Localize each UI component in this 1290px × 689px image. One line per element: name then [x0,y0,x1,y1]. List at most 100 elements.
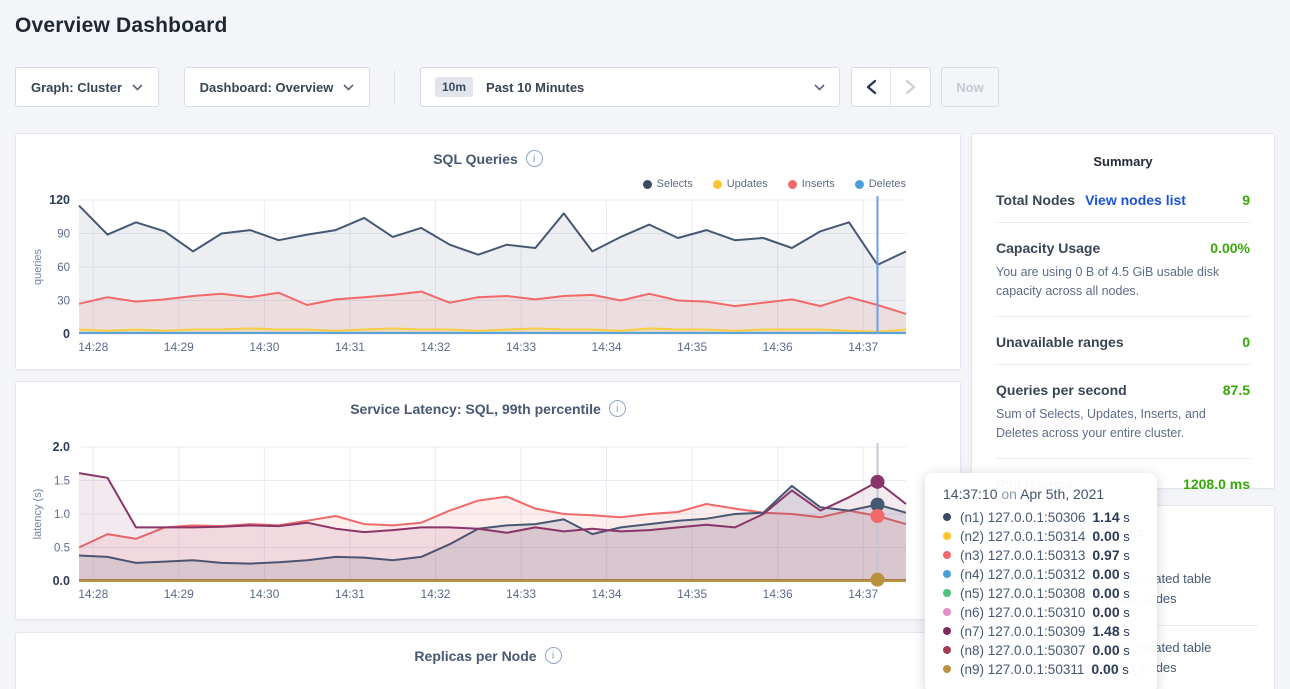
sql-queries-panel: SQL Queries i SelectsUpdatesInsertsDelet… [15,133,961,370]
info-icon[interactable]: i [609,400,626,417]
node-color-dot [943,608,951,616]
svg-text:14:36: 14:36 [763,340,793,353]
svg-text:14:34: 14:34 [592,340,622,353]
node-latency-value: 0.00 s [1092,566,1129,582]
svg-text:14:29: 14:29 [164,340,194,353]
svg-text:14:32: 14:32 [420,340,450,353]
sql-queries-chart[interactable]: 030609012014:2814:2914:3014:3114:3214:33… [16,178,962,353]
svg-text:30: 30 [57,296,70,308]
node-latency-value: 0.97 s [1092,547,1129,563]
tooltip-node-row: (n8) 127.0.0.1:50307 0.00 s [943,642,1141,658]
node-address: (n6) 127.0.0.1:50310 [960,605,1085,620]
node-address: (n8) 127.0.0.1:50307 [960,643,1085,658]
node-color-dot [943,570,951,578]
sql-queries-title: SQL Queries [433,151,518,167]
time-range-dropdown[interactable]: 10m Past 10 Minutes [420,67,840,107]
view-nodes-list-link[interactable]: View nodes list [1085,192,1186,208]
svg-text:14:34: 14:34 [592,587,622,600]
node-address: (n2) 127.0.0.1:50314 [960,529,1085,544]
summary-title: Summary [972,134,1274,169]
page-title: Overview Dashboard [15,14,228,38]
svg-text:14:33: 14:33 [506,340,536,353]
node-latency-value: 0.00 s [1092,585,1129,601]
tooltip-node-row: (n7) 127.0.0.1:50309 1.48 s [943,623,1141,639]
node-latency-value: 0.00 s [1092,528,1129,544]
svg-text:14:28: 14:28 [78,340,108,353]
svg-text:1.5: 1.5 [54,476,70,488]
tooltip-node-row: (n4) 127.0.0.1:50312 0.00 s [943,566,1141,582]
svg-text:14:32: 14:32 [420,587,450,600]
service-latency-title: Service Latency: SQL, 99th percentile [350,401,601,417]
service-latency-panel: Service Latency: SQL, 99th percentile i … [15,381,961,620]
svg-text:14:37: 14:37 [848,340,878,353]
summary-row-total-nodes: Total Nodes View nodes list 9 [996,175,1250,223]
capacity-usage-label: Capacity Usage [996,240,1100,256]
svg-text:90: 90 [57,229,70,241]
node-color-dot [943,532,951,540]
svg-text:14:31: 14:31 [335,340,365,353]
qps-value: 87.5 [1223,382,1250,398]
node-latency-value: 1.48 s [1092,623,1129,639]
info-icon[interactable]: i [526,150,543,167]
svg-text:14:35: 14:35 [677,340,707,353]
p99-latency-value: 1208.0 ms [1183,476,1250,492]
node-latency-value: 1.14 s [1092,509,1129,525]
svg-text:14:30: 14:30 [249,340,279,353]
unavailable-ranges-value: 0 [1242,334,1250,350]
svg-text:14:36: 14:36 [763,587,793,600]
tooltip-node-row: (n9) 127.0.0.1:503110.00 s [943,661,1141,677]
svg-text:0.0: 0.0 [53,574,70,588]
svg-text:1.0: 1.0 [54,509,70,521]
time-range-badge: 10m [435,77,473,97]
chevron-down-icon [132,84,143,91]
tooltip-node-row: (n2) 127.0.0.1:50314 0.00 s [943,528,1141,544]
capacity-usage-desc: You are using 0 B of 4.5 GiB usable disk… [996,263,1250,302]
node-color-dot [943,551,951,559]
now-button[interactable]: Now [941,67,999,107]
node-color-dot [943,665,951,673]
node-address: (n7) 127.0.0.1:50309 [960,624,1085,639]
svg-text:14:31: 14:31 [335,587,365,600]
replicas-per-node-panel: Replicas per Node i [15,632,961,689]
svg-text:14:35: 14:35 [677,587,707,600]
prev-time-button[interactable] [852,68,891,106]
next-time-button[interactable] [891,68,930,106]
svg-text:2.0: 2.0 [53,440,70,454]
dashboard-dropdown-label: Dashboard: Overview [200,80,334,95]
tooltip-timestamp: 14:37:10 on Apr 5th, 2021 [943,486,1141,502]
info-icon[interactable]: i [545,647,562,664]
svg-text:14:30: 14:30 [249,587,279,600]
graph-dropdown[interactable]: Graph: Cluster [15,67,159,107]
node-color-dot [943,513,951,521]
node-color-dot [943,627,951,635]
node-address: (n5) 127.0.0.1:50308 [960,586,1085,601]
node-address: (n9) 127.0.0.1:50311 [960,662,1084,677]
toolbar-divider [394,70,395,104]
summary-row-qps: Queries per second 87.5 Sum of Selects, … [996,365,1250,459]
chevron-down-icon [814,84,825,91]
svg-text:14:29: 14:29 [164,587,194,600]
tooltip-node-row: (n1) 127.0.0.1:503061.14 s [943,509,1141,525]
node-latency-value: 0.00 s [1092,642,1129,658]
replicas-per-node-title: Replicas per Node [414,648,536,664]
tooltip-node-row: (n6) 127.0.0.1:50310 0.00 s [943,604,1141,620]
unavailable-ranges-label: Unavailable ranges [996,334,1124,350]
summary-row-capacity: Capacity Usage 0.00% You are using 0 B o… [996,223,1250,317]
tooltip-node-row: (n3) 127.0.0.1:503130.97 s [943,547,1141,563]
svg-text:60: 60 [57,262,70,274]
chevron-down-icon [343,84,354,91]
node-address: (n4) 127.0.0.1:50312 [960,567,1085,582]
qps-desc: Sum of Selects, Updates, Inserts, and De… [996,405,1250,444]
dashboard-dropdown[interactable]: Dashboard: Overview [184,67,370,107]
node-color-dot [943,589,951,597]
svg-text:14:28: 14:28 [78,587,108,600]
capacity-usage-value: 0.00% [1210,240,1250,256]
time-pager [851,67,931,107]
service-latency-chart[interactable]: 0.00.51.01.52.014:2814:2914:3014:3114:32… [16,425,962,600]
total-nodes-label: Total Nodes [996,192,1075,208]
overview-dashboard-page: Overview Dashboard Graph: Cluster Dashbo… [0,0,1290,689]
node-latency-value: 0.00 s [1092,604,1129,620]
svg-text:120: 120 [49,193,70,207]
summary-row-unavailable: Unavailable ranges 0 [996,317,1250,365]
total-nodes-value: 9 [1242,192,1250,208]
